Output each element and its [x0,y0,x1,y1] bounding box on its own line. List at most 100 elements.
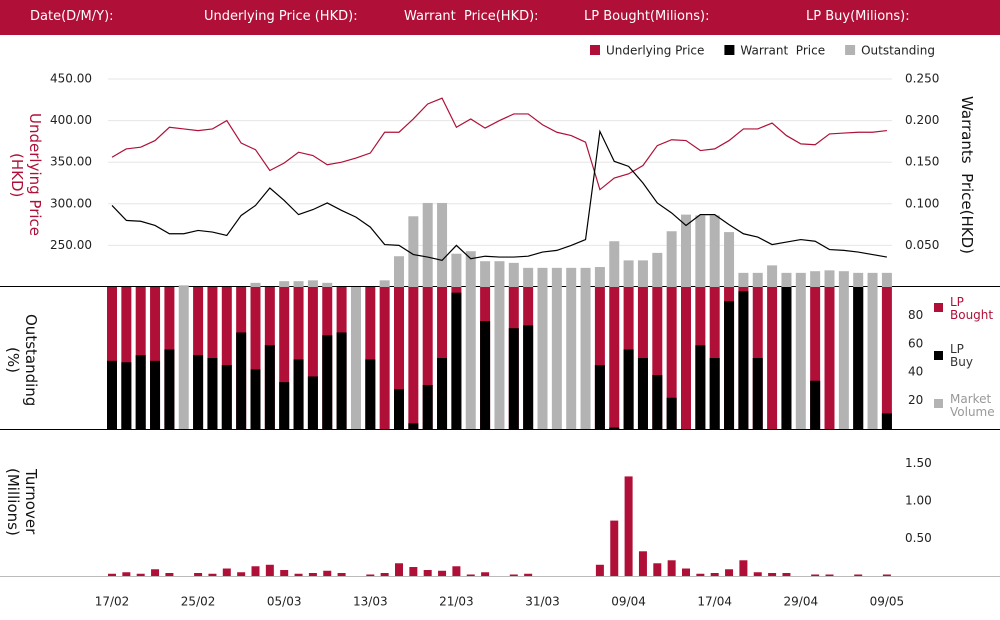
lp-bar [379,287,390,429]
header-field: LP Bought(Milions): [584,9,710,24]
lp-bar [365,287,376,429]
outstanding-bar [508,262,519,287]
turnover-bar [768,573,777,576]
turnover-bar [136,573,145,576]
turnover-bar [725,569,734,576]
y-tick-label: 20 [908,393,923,407]
y-tick-label: 0.100 [905,196,939,210]
outstanding-bar [494,261,505,287]
legend-label: LP Bought [950,295,994,322]
legend-label: Underlying Price [606,44,704,58]
lp-bar [322,335,333,429]
outstanding-bar [537,267,548,287]
turnover-bar [280,570,289,576]
legend-swatch [590,45,600,55]
lp-bar [480,321,491,429]
lp-bar [408,423,419,429]
turnover-bar [222,568,231,576]
lp-bar [537,287,548,429]
lp-bar [551,287,562,429]
turnover-bar [782,573,791,576]
lp-bar [365,359,376,429]
outstanding-bar [652,252,663,287]
x-tick-label: 09/05 [870,595,905,609]
lp-bar [135,355,146,429]
turnover-bar [395,563,403,576]
lp-bar [451,292,462,429]
legend-swatch [934,399,943,408]
price-line [111,129,888,262]
y-tick-label: 40 [908,365,923,379]
lp-bar [150,360,161,429]
lp-bar [422,287,433,429]
turnover-bar [423,570,432,576]
lp-bar [580,287,591,429]
lp-bar [350,287,361,429]
outstanding-bar [695,215,706,287]
turnover-bar [825,574,834,576]
lp-bar [465,287,476,429]
y-tick-label: 0.050 [905,238,939,252]
lp-bar [810,380,821,429]
y-tick-label: 400.00 [50,113,92,127]
legend-swatch [724,45,735,55]
lp-bar [652,375,663,429]
outstanding-bar [250,282,261,287]
y-axis-label: Outstanding (%) [4,313,40,411]
lp-bar [164,349,175,429]
turnover-bar [251,566,260,576]
outstanding-bar [767,265,778,287]
turnover-bar [882,574,891,576]
lp-bar [422,384,433,429]
legend-label: Outstanding [861,44,935,58]
lp-bar [566,287,577,429]
turnover-bar [753,572,762,576]
outstanding-bar [637,260,648,287]
turnover-bar [452,566,461,576]
header-field: Date(D/M/Y): [30,9,114,24]
turnover-bar [739,560,748,576]
turnover-bar [682,568,690,576]
lp-bar [178,287,189,429]
x-tick-label: 29/04 [784,595,819,609]
x-tick-label: 05/03 [267,595,302,609]
turnover-bar [323,570,332,576]
lp-bar [666,287,677,429]
outstanding-bar [293,281,304,287]
lp-bar [695,345,706,429]
outstanding-bar [609,241,620,287]
turnover-bar [409,567,418,576]
y-tick-label: 0.150 [905,155,939,169]
lp-bar [881,287,892,429]
y-tick-label: 0.250 [905,72,939,86]
outstanding-bar [422,202,433,287]
legend-swatch [934,351,943,360]
y-tick-label: 350.00 [50,155,92,169]
header-field: Underlying Price (HKD): [204,9,358,24]
lp-bar [250,369,261,429]
outstanding-bar [881,272,892,287]
turnover-bar [122,572,131,576]
turnover-bar [624,476,633,576]
turnover-bar [667,560,676,576]
y-tick-label: 300.00 [50,196,92,210]
lp-bar [107,360,117,429]
outstanding-bar [379,280,390,287]
header-field: Warrant Price(HKD): [404,9,539,24]
x-tick-label: 31/03 [525,595,560,609]
y-tick-label: 0.200 [905,113,939,127]
lp-bar [810,287,821,429]
turnover-bar [509,574,518,576]
outstanding-bar [681,214,691,287]
lp-bar [121,362,132,429]
outstanding-bar [824,270,835,287]
legend-label: LP Buy [950,342,973,369]
y-tick-label: 80 [908,308,923,322]
outstanding-bar [580,267,591,287]
turnover-bar [380,573,389,576]
outstanding-bar [566,267,577,287]
lp-bar [264,345,275,429]
lp-bar [795,287,806,429]
lp-bar [336,332,347,429]
lp-bar [681,287,691,429]
